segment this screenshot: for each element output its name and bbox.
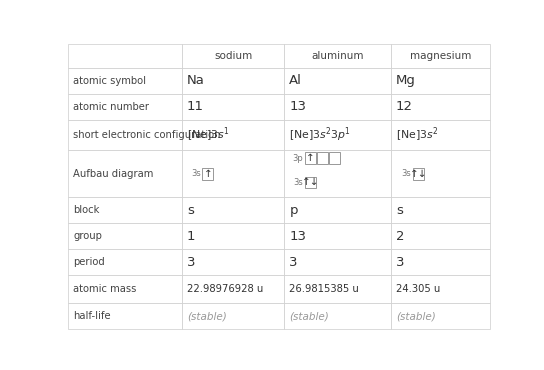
Text: Aufbau diagram: Aufbau diagram: [73, 169, 153, 179]
Bar: [317, 152, 327, 164]
Text: Al: Al: [289, 74, 302, 87]
Text: 13: 13: [289, 100, 306, 113]
Bar: [391, 44, 490, 68]
Bar: [285, 223, 391, 249]
Text: [Ne]3$s^1$: [Ne]3$s^1$: [187, 126, 230, 144]
Bar: [285, 151, 391, 197]
Bar: [391, 151, 490, 197]
Bar: [285, 249, 391, 275]
Bar: [68, 249, 182, 275]
Bar: [391, 68, 490, 94]
Text: block: block: [73, 205, 100, 215]
Bar: [68, 151, 182, 197]
Bar: [305, 152, 316, 164]
Bar: [202, 168, 213, 179]
Text: 3s: 3s: [191, 169, 201, 178]
Text: 13: 13: [289, 230, 306, 243]
Text: ↑: ↑: [306, 153, 315, 163]
Text: atomic mass: atomic mass: [73, 284, 137, 294]
Text: p: p: [289, 204, 298, 217]
Text: 3: 3: [396, 256, 405, 269]
Text: Mg: Mg: [396, 74, 416, 87]
Bar: [391, 94, 490, 120]
Bar: [182, 44, 285, 68]
Text: period: period: [73, 257, 105, 267]
Bar: [285, 68, 391, 94]
Text: short electronic configuration: short electronic configuration: [73, 130, 220, 140]
Bar: [68, 44, 182, 68]
Text: s: s: [187, 204, 194, 217]
Bar: [182, 120, 285, 151]
Text: atomic symbol: atomic symbol: [73, 76, 146, 86]
Text: aluminum: aluminum: [311, 51, 364, 61]
Text: 1: 1: [187, 230, 195, 243]
Text: 11: 11: [187, 100, 204, 113]
Bar: [182, 68, 285, 94]
Bar: [285, 94, 391, 120]
Text: Na: Na: [187, 74, 205, 87]
Bar: [285, 197, 391, 223]
Text: ↑: ↑: [203, 169, 212, 179]
Bar: [391, 223, 490, 249]
Text: 26.9815385 u: 26.9815385 u: [289, 284, 359, 294]
Text: 3s: 3s: [401, 169, 411, 178]
Text: (stable): (stable): [396, 311, 436, 321]
Text: (stable): (stable): [289, 311, 329, 321]
Bar: [285, 275, 391, 303]
Bar: [68, 223, 182, 249]
Text: magnesium: magnesium: [410, 51, 471, 61]
Bar: [68, 120, 182, 151]
Text: 3: 3: [289, 256, 298, 269]
Text: 12: 12: [396, 100, 413, 113]
Text: s: s: [396, 204, 403, 217]
Bar: [182, 275, 285, 303]
Text: 24.305 u: 24.305 u: [396, 284, 440, 294]
Bar: [68, 275, 182, 303]
Bar: [391, 303, 490, 329]
Bar: [182, 303, 285, 329]
Text: 3p: 3p: [293, 154, 303, 163]
Bar: [413, 168, 424, 179]
Bar: [285, 303, 391, 329]
Text: group: group: [73, 231, 102, 241]
Text: 2: 2: [396, 230, 405, 243]
Text: (stable): (stable): [187, 311, 227, 321]
Bar: [182, 197, 285, 223]
Bar: [68, 303, 182, 329]
Text: 3: 3: [187, 256, 195, 269]
Bar: [305, 177, 316, 188]
Bar: [68, 94, 182, 120]
Text: 3s: 3s: [294, 178, 303, 187]
Bar: [285, 120, 391, 151]
Text: 22.98976928 u: 22.98976928 u: [187, 284, 263, 294]
Bar: [182, 223, 285, 249]
Text: [Ne]3$s^2$: [Ne]3$s^2$: [396, 126, 438, 144]
Text: atomic number: atomic number: [73, 102, 149, 112]
Text: ↑↓: ↑↓: [302, 177, 319, 188]
Text: sodium: sodium: [214, 51, 252, 61]
Bar: [182, 151, 285, 197]
Bar: [68, 68, 182, 94]
Bar: [182, 249, 285, 275]
Bar: [391, 197, 490, 223]
Text: ↑↓: ↑↓: [410, 169, 427, 179]
Bar: [391, 275, 490, 303]
Bar: [391, 120, 490, 151]
Bar: [182, 94, 285, 120]
Bar: [68, 197, 182, 223]
Bar: [285, 44, 391, 68]
Text: [Ne]3$s^2$3$p^1$: [Ne]3$s^2$3$p^1$: [289, 126, 351, 144]
Bar: [329, 152, 339, 164]
Bar: [391, 249, 490, 275]
Text: half-life: half-life: [73, 311, 110, 321]
